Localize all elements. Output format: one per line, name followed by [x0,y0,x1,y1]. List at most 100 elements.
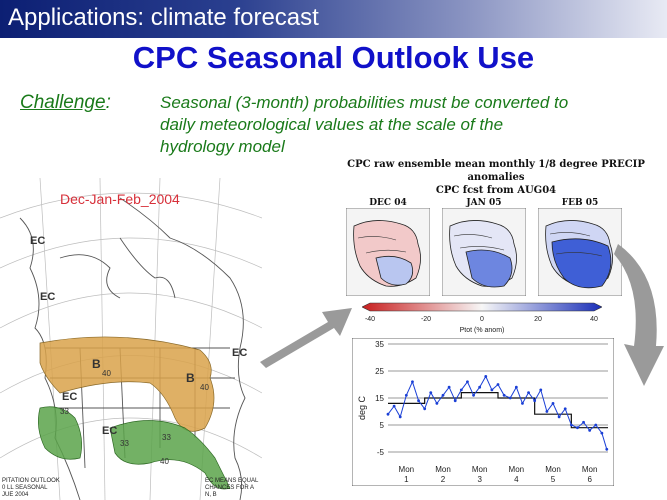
panel-label: DEC 04 [369,198,407,208]
ec-label: EC [62,391,77,403]
footer-right-line: CHANCES FOR A [205,485,254,491]
x-tick-label: Mon [509,465,525,474]
above-normal-region-west [38,406,82,460]
challenge-word: Challenge [20,92,106,113]
y-axis-label: deg C [357,395,367,420]
x-tick-number: 1 [404,475,409,484]
contour-33: 33 [162,433,171,442]
y-tick-label: 15 [375,394,384,403]
precip-panels-title: CPC raw ensemble mean monthly 1/8 degree… [326,158,666,197]
challenge-text: Seasonal (3-month) probabilities must be… [160,92,630,158]
colorbar-tick: -40 [365,316,375,323]
x-tick-label: Mon [545,465,561,474]
daily-point [398,415,402,419]
daily-point [594,423,598,427]
daily-point [484,375,488,378]
panel-label: JAN 05 [466,198,502,208]
panel-label: FEB 05 [561,198,599,208]
daily-point [600,431,604,435]
y-tick-label: 5 [380,421,385,430]
header-text: Applications: climate forecast [8,4,319,31]
x-tick-label: Mon [472,465,488,474]
challenge-line-3: hydrology model [160,137,285,156]
daily-point [417,399,420,403]
footer-right-line: N, B [205,492,217,498]
contour-40: 40 [160,457,169,466]
precip-title-line-1: CPC raw ensemble mean monthly 1/8 degree… [347,159,645,183]
contour-33: 33 [120,439,129,448]
below-normal-region [39,336,215,432]
daily-point [423,407,427,411]
daily-point [502,393,506,397]
daily-point [508,396,512,400]
map-title: Dec-Jan-Feb_2004 [60,191,180,207]
daily-point [545,410,549,413]
daily-point [466,380,469,384]
daily-point [435,402,439,405]
x-tick-label: Mon [435,465,451,474]
daily-point [472,393,475,397]
daily-point [441,393,445,397]
ec-label: EC [102,425,117,437]
daily-point [447,385,451,389]
contour-40: 40 [200,383,209,392]
challenge-line-2: daily meteorological values at the scale… [160,115,504,134]
footer-right-line: EC MEANS EQUAL [205,478,259,484]
daily-point [478,385,482,389]
x-tick-number: 6 [587,475,592,484]
above-normal-region-south [109,420,231,490]
y-tick-label: -5 [377,448,385,457]
y-tick-label: 25 [375,367,384,376]
b-label: B [186,371,195,385]
colorbar-tick: 40 [590,316,598,323]
daily-point [569,423,573,427]
contour-33: 33 [60,407,69,416]
precip-colorbar: -40 -20 0 20 40 Ptot (% anom) [362,302,602,334]
daily-point [459,388,463,392]
footer-left-line: 0 LL SEASONAL [2,485,48,491]
daily-point [429,391,433,394]
daily-point [557,415,561,419]
seasonal-outlook-map: Dec-Jan-Feb_2004 EC EC EC EC EC B B 40 4… [0,178,262,500]
daily-point [533,399,537,403]
x-tick-number: 3 [477,475,482,484]
daily-point [386,412,390,416]
daily-point [582,420,585,424]
daily-point [411,380,414,384]
arrow-to-panels-icon [260,308,352,368]
precip-panel-dec: DEC 04 [346,198,430,296]
chart-series [386,375,609,451]
colorbar-tick: 20 [534,316,542,323]
precip-panel-jan: JAN 05 [442,198,526,296]
ec-label: EC [232,347,247,359]
daily-point [404,393,408,397]
precip-map [346,208,430,296]
arrow-to-chart-icon [614,244,664,386]
y-tick-label: 35 [375,340,384,349]
challenge-line-1: Seasonal (3-month) probabilities must be… [160,93,569,112]
precip-map [442,208,526,296]
daily-point [453,399,457,403]
chart-y-ticks: 35 25 15 5 -5 [375,340,384,457]
x-tick-label: Mon [399,465,415,474]
daily-point [527,391,530,394]
daily-point [605,447,609,451]
colorbar-tick: 0 [480,316,484,323]
header-bar: Applications: climate forecast [0,0,667,38]
daily-point [392,404,396,408]
challenge-label: Challenge: [20,92,111,114]
challenge-colon: : [105,92,111,113]
daily-point [576,426,579,430]
daily-point [496,383,500,386]
daily-point [563,407,567,411]
colorbar-tick: -20 [421,316,431,323]
footer-left-line: JUE 2004 [2,492,29,498]
precip-map [538,208,622,296]
x-tick-number: 5 [551,475,556,484]
precip-title-line-2: CPC fcst from AUG04 [435,185,557,196]
precip-panel-feb: FEB 05 [538,198,622,296]
monthly-mean-line [388,392,608,429]
footer-left-line: PITATION OUTLOOK [2,478,60,484]
